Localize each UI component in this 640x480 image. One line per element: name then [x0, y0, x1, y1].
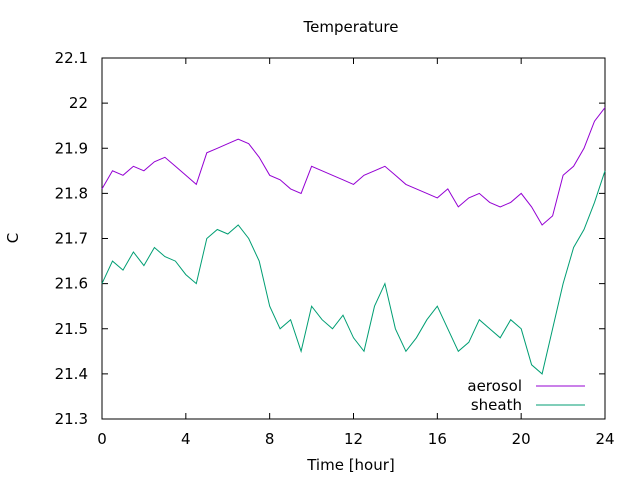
y-tick-label: 22.1: [55, 49, 88, 67]
x-tick-label: 4: [181, 430, 191, 448]
y-tick-label: 21.9: [55, 139, 88, 157]
x-tick-label: 20: [512, 430, 531, 448]
x-tick-label: 24: [595, 430, 614, 448]
y-tick-label: 21.5: [55, 320, 88, 338]
x-tick-label: 8: [265, 430, 275, 448]
legend-label-sheath: sheath: [471, 396, 522, 414]
y-tick-label: 21.8: [55, 184, 88, 202]
y-axis: 21.3 21.4 21.5 21.6 21.7 21.8 21.9 22 22.1: [55, 49, 605, 428]
x-tick-label: 16: [428, 430, 447, 448]
legend-label-aerosol: aerosol: [467, 377, 522, 395]
y-axis-title: C: [4, 233, 22, 243]
x-axis-title: Time [hour]: [306, 456, 395, 474]
x-tick-label: 0: [97, 430, 107, 448]
chart-title: Temperature: [302, 18, 398, 36]
y-tick-label: 21.7: [55, 230, 88, 248]
plot-frame: [101, 57, 606, 420]
y-tick-label: 22: [69, 94, 88, 112]
x-axis: 0 4 8 12 16 20 24: [97, 58, 615, 448]
x-tick-label: 12: [344, 430, 363, 448]
y-tick-label: 21.3: [55, 410, 88, 428]
y-tick-label: 21.6: [55, 275, 88, 293]
y-tick-label: 21.4: [55, 365, 88, 383]
series-layer: [101, 107, 606, 375]
series-line-sheath: [101, 170, 606, 375]
series-line-aerosol: [101, 107, 606, 226]
